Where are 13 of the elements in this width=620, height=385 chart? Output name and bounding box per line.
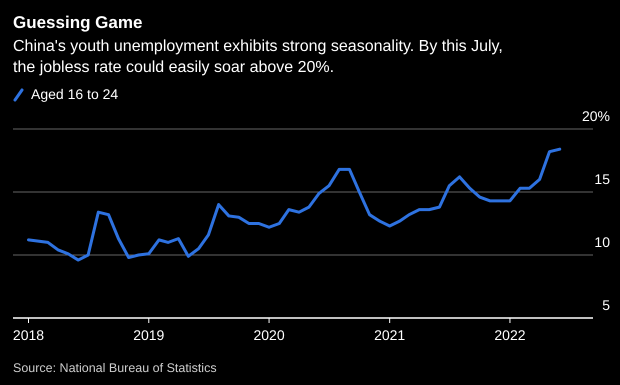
y-tick-label: 15 xyxy=(594,171,610,187)
x-tick-label: 2021 xyxy=(374,327,406,343)
y-tick-label: 20% xyxy=(582,108,610,124)
legend-label: Aged 16 to 24 xyxy=(31,86,118,102)
x-tick-label: 2019 xyxy=(133,327,165,343)
x-tick-label: 2022 xyxy=(494,327,526,343)
chart-title: Guessing Game xyxy=(13,13,142,32)
x-tick-label: 2020 xyxy=(253,327,285,343)
y-tick-label: 10 xyxy=(594,234,610,250)
y-tick-label: 5 xyxy=(602,297,610,313)
chart-subtitle: China's youth unemployment exhibits strong seasonality. By this July, the jobless rate could easily soar above 20%. xyxy=(13,38,503,76)
x-tick-label: 2018 xyxy=(12,327,44,343)
source-note: Source: National Bureau of Statistics xyxy=(13,361,217,375)
